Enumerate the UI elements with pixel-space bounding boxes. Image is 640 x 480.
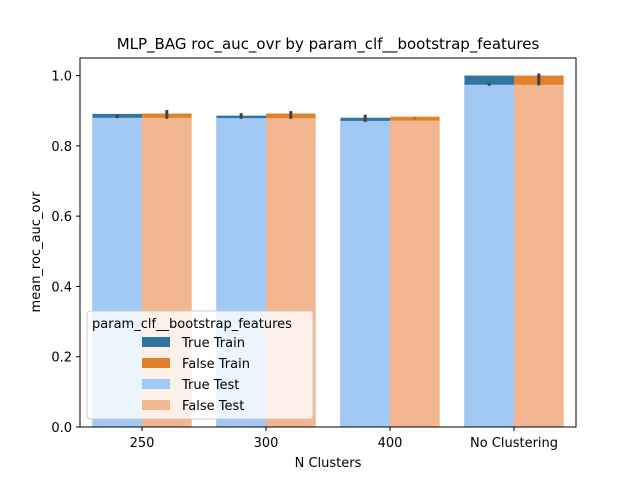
legend-label: False Test xyxy=(182,399,244,414)
y-tick-label: 0.6 xyxy=(51,210,72,225)
bar-false-test-400 xyxy=(390,120,440,427)
legend-swatch xyxy=(142,337,170,347)
x-tick-label: 250 xyxy=(130,436,155,451)
legend-title: param_clf__bootstrap_features xyxy=(92,317,292,332)
y-tick-label: 0.0 xyxy=(51,421,72,436)
y-axis-label: mean_roc_auc_ovr xyxy=(29,191,44,313)
x-axis-label: N Clusters xyxy=(295,456,362,471)
legend-swatch xyxy=(142,358,170,368)
chart-title: MLP_BAG roc_auc_ovr by param_clf__bootst… xyxy=(117,35,540,54)
bar-true-test-no-clustering xyxy=(464,84,514,428)
y-tick-label: 1.0 xyxy=(51,70,72,85)
axes-group: 0.0 0.2 0.4 0.6 0.8 1.0 250 300 400 No Clustering xyxy=(51,57,577,451)
y-tick-label: 0.4 xyxy=(51,280,72,295)
legend-label: False Train xyxy=(182,357,250,372)
x-tick-label: 300 xyxy=(254,436,279,451)
bar-true-test-400 xyxy=(340,120,390,428)
legend-entries: True Train False Train True Test False Test xyxy=(142,336,250,414)
bar-false-test-no-clustering xyxy=(514,84,564,428)
y-tick-label: 0.2 xyxy=(51,351,72,366)
x-tick-label: No Clustering xyxy=(470,436,558,451)
legend-label: True Train xyxy=(181,336,245,351)
error-bars-group xyxy=(115,73,541,122)
x-tick-label: 400 xyxy=(378,436,403,451)
legend-swatch xyxy=(142,400,170,410)
legend-swatch xyxy=(142,379,170,389)
legend-label: True Test xyxy=(181,378,239,393)
y-tick-label: 0.8 xyxy=(51,140,72,155)
axes-frame xyxy=(79,57,577,428)
legend: param_clf__bootstrap_features True Train… xyxy=(86,310,314,420)
